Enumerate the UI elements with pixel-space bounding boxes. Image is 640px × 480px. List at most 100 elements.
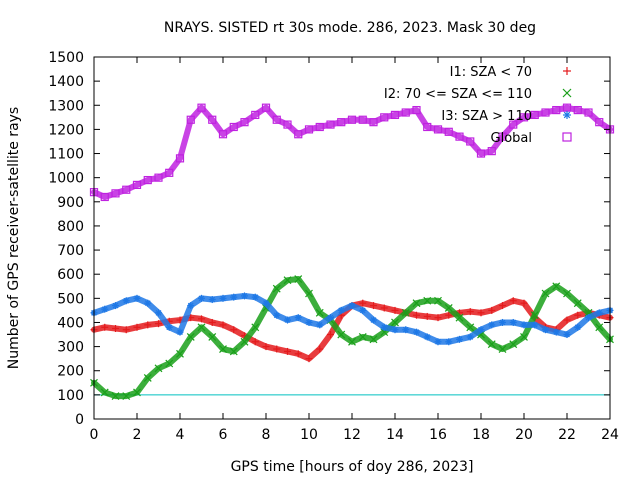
marker-stroke <box>294 275 303 283</box>
marker-stroke <box>519 113 529 122</box>
data-point <box>144 299 152 307</box>
data-point <box>487 147 496 156</box>
marker-stroke <box>143 175 152 185</box>
data-point <box>423 296 432 305</box>
marker-stroke <box>261 103 271 112</box>
marker-stroke <box>445 338 452 345</box>
marker-stroke <box>154 173 163 182</box>
marker-stroke <box>434 296 442 305</box>
legend-marker <box>562 88 572 98</box>
data-point <box>315 308 324 317</box>
data-point <box>347 115 357 124</box>
marker-stroke <box>520 333 528 341</box>
marker-stroke <box>573 105 582 115</box>
marker-stroke <box>198 295 205 302</box>
marker-stroke <box>154 364 163 373</box>
data-point <box>573 299 582 308</box>
y-tick-label: 800 <box>57 219 84 235</box>
data-point <box>595 323 604 332</box>
marker-stroke <box>208 333 217 341</box>
data-point <box>273 345 281 353</box>
marker-stroke <box>165 359 174 368</box>
marker-stroke <box>337 118 346 127</box>
data-point <box>144 321 152 329</box>
x-tick-label: 24 <box>601 427 619 443</box>
data-point <box>444 304 453 312</box>
data-point <box>412 299 421 308</box>
data-point <box>112 325 119 332</box>
marker-stroke <box>347 115 357 124</box>
marker-stroke <box>143 374 152 382</box>
data-point <box>380 304 388 312</box>
data-point <box>498 132 507 141</box>
data-point <box>595 309 603 317</box>
data-point <box>165 359 174 368</box>
marker-stroke <box>530 311 539 320</box>
marker-stroke <box>101 306 108 313</box>
y-tick-label: 1300 <box>48 98 84 114</box>
marker-stroke <box>596 309 603 316</box>
marker-stroke <box>122 392 131 400</box>
data-point <box>208 115 217 124</box>
data-point <box>359 299 367 307</box>
data-point <box>251 110 260 120</box>
data-point <box>122 185 131 194</box>
x-tick-label: 8 <box>262 427 271 443</box>
data-point <box>380 113 389 122</box>
data-point <box>541 289 550 298</box>
data-point <box>218 130 228 139</box>
data-point <box>412 105 421 115</box>
data-point <box>498 345 507 353</box>
marker-stroke <box>358 333 367 341</box>
marker-stroke <box>252 294 259 301</box>
data-point <box>175 154 185 163</box>
data-point <box>304 125 314 134</box>
y-tick-label: 900 <box>57 195 84 211</box>
data-point <box>143 374 152 382</box>
marker-stroke <box>401 308 410 317</box>
marker-stroke <box>283 120 292 129</box>
x-tick-label: 16 <box>429 427 447 443</box>
data-point <box>370 316 377 324</box>
y-tick-label: 500 <box>57 291 84 307</box>
x-tick-label: 14 <box>386 427 404 443</box>
data-point <box>316 321 324 329</box>
data-point <box>112 302 119 310</box>
x-tick-label: 18 <box>472 427 490 443</box>
marker-stroke <box>251 110 260 120</box>
data-point <box>476 149 486 158</box>
data-point <box>337 306 345 314</box>
data-point <box>316 345 324 353</box>
marker-stroke <box>284 317 291 323</box>
marker-stroke <box>467 334 474 340</box>
data-point <box>434 314 442 322</box>
data-point <box>391 306 399 314</box>
data-point <box>100 192 109 202</box>
marker-stroke <box>273 312 280 319</box>
data-point <box>466 323 475 332</box>
marker-stroke <box>498 345 507 353</box>
data-point <box>229 347 238 356</box>
marker-stroke <box>455 313 464 322</box>
data-point <box>595 118 604 127</box>
data-point <box>283 120 292 129</box>
data-point <box>315 122 324 132</box>
data-point <box>155 309 162 317</box>
marker-stroke <box>552 282 561 291</box>
legend-marker <box>563 111 571 119</box>
marker-stroke <box>401 108 410 117</box>
y-tick-label: 1200 <box>48 122 84 138</box>
marker-stroke <box>337 330 346 339</box>
data-point <box>176 349 184 358</box>
x-tick-label: 20 <box>515 427 533 443</box>
marker-stroke <box>144 300 151 307</box>
data-point <box>369 335 378 344</box>
marker-stroke <box>574 324 581 331</box>
data-point <box>326 120 335 129</box>
data-point <box>444 127 453 136</box>
marker-stroke <box>541 108 550 117</box>
marker-stroke <box>100 388 109 397</box>
marker-stroke <box>134 295 140 302</box>
x-tick-label: 12 <box>343 427 361 443</box>
